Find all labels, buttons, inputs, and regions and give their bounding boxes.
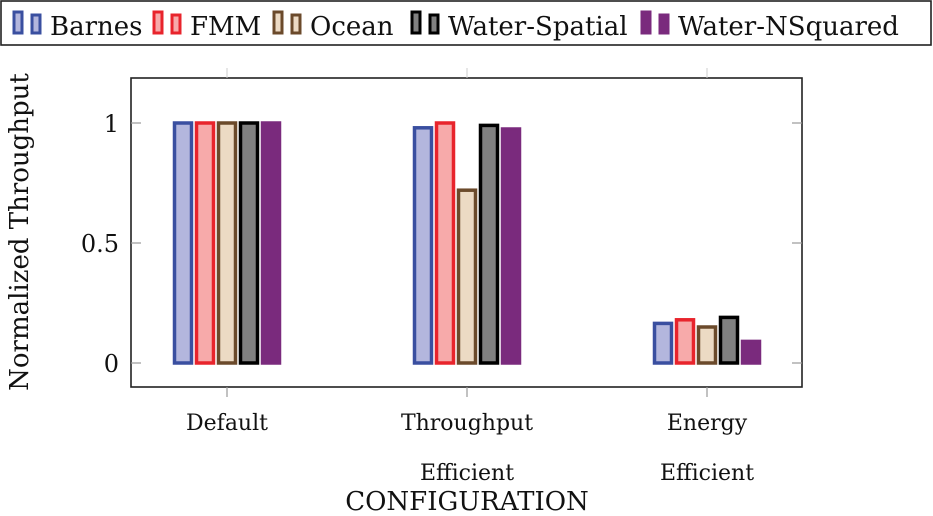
legend-label: Water-Spatial: [448, 12, 628, 42]
bar: [652, 321, 674, 365]
legend-label: Water-NSquared: [678, 12, 899, 42]
legend-swatch: [640, 10, 652, 35]
legend-label: FMM: [190, 12, 261, 42]
x-tick-label: Default: [186, 411, 268, 436]
x-tick-label: Efficient: [420, 461, 514, 486]
bar: [500, 127, 522, 365]
y-tick-label: 1: [104, 110, 119, 138]
bar: [674, 318, 696, 365]
bar: [238, 121, 260, 365]
bar: [696, 325, 718, 365]
legend-swatch: [152, 10, 164, 35]
legend-swatch: [30, 13, 42, 35]
bar: [478, 123, 500, 365]
legend-label: Barnes: [50, 12, 143, 42]
bar: [260, 121, 282, 365]
legend-swatch: [272, 10, 284, 35]
legend-swatch: [170, 13, 182, 35]
bar: [718, 315, 740, 365]
bar: [172, 121, 194, 365]
bar: [434, 121, 456, 365]
legend-label: Ocean: [310, 12, 394, 42]
y-tick-label: 0: [104, 350, 119, 378]
bar: [412, 126, 434, 365]
bar: [216, 121, 238, 365]
x-tick-label: Throughput: [401, 411, 533, 436]
legend-swatch: [428, 13, 440, 35]
x-tick-label: Efficient: [660, 461, 754, 486]
legend-swatch: [410, 10, 422, 35]
x-axis-title: CONFIGURATION: [345, 487, 589, 516]
bar: [740, 339, 762, 365]
legend: Barnes FMM Ocean Water-Spatial Water-NSquare…: [0, 0, 932, 46]
legend-swatch: [12, 10, 24, 35]
plot-area: 0 0.5 1 Default Throughput Efficient Energy Eff…: [81, 68, 803, 486]
bar: [194, 121, 216, 365]
bar: [456, 188, 478, 365]
legend-swatch: [290, 13, 302, 35]
y-tick-label: 0.5: [81, 230, 119, 258]
x-tick-label: Energy: [667, 411, 748, 436]
legend-swatch: [658, 13, 670, 35]
y-axis-title: Normalized Throughput: [5, 73, 35, 391]
